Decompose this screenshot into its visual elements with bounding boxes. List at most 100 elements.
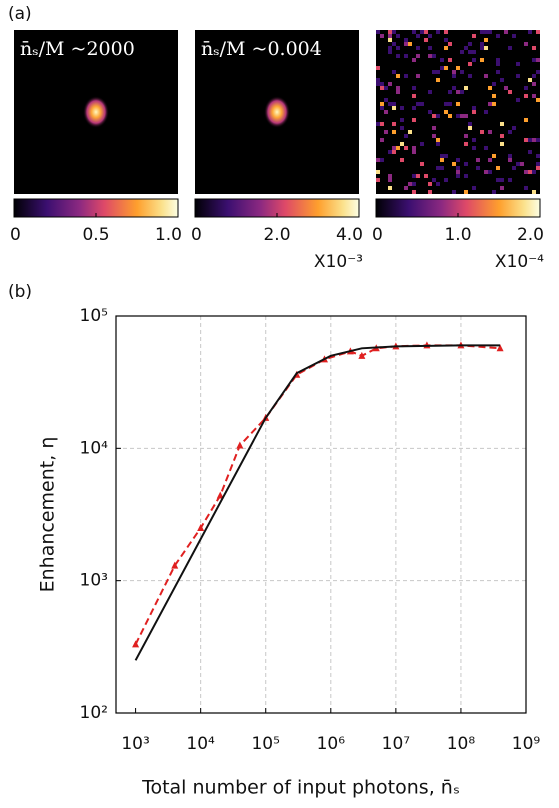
x-tick-label: 10⁸: [447, 734, 476, 754]
speckle-pixel: [424, 174, 428, 178]
speckle-pixel: [436, 142, 440, 146]
speckle-pixel: [508, 130, 512, 134]
speckle-pixel: [380, 82, 384, 86]
speckle-pixel: [444, 38, 448, 42]
speckle-pixel: [396, 74, 400, 78]
x-tick-label: 10⁶: [317, 734, 346, 754]
speckle-pixel: [392, 30, 396, 34]
speckle-pixel: [492, 102, 496, 106]
speckle-pixel: [468, 42, 472, 46]
speckle-pixel: [424, 38, 428, 42]
speckle-pixel: [472, 146, 476, 150]
speckle-pixel: [496, 58, 500, 62]
speckle-pixel: [404, 38, 408, 42]
speckle-pixel: [444, 154, 448, 158]
marker: [216, 491, 224, 499]
speckle-pixel: [488, 170, 492, 174]
speckle-pixel: [452, 190, 456, 194]
speckle-pixel: [388, 150, 392, 154]
speckle-pixel: [496, 62, 500, 66]
speckle-pixel: [528, 78, 532, 82]
speckle-pixel: [388, 82, 392, 86]
plot-frame: [115, 315, 527, 714]
x-tick-label: 10³: [121, 734, 149, 754]
colorbar-tick-label: 0.5: [82, 225, 109, 245]
speckle-pixel: [492, 154, 496, 158]
speckle-pixel: [492, 82, 496, 86]
speckle-pixel: [428, 46, 432, 50]
speckle-pixel: [476, 166, 480, 170]
speckle-pixel: [376, 78, 380, 82]
speckle-pixel: [480, 130, 484, 134]
speckle-pixel: [456, 158, 460, 162]
speckle-pixel: [500, 142, 504, 146]
speckle-pixel: [516, 98, 520, 102]
marker: [197, 524, 205, 532]
x-tick-label: 10⁹: [512, 734, 541, 754]
speckle-pixel: [532, 46, 536, 50]
colorbar-tick-label: 4.0: [336, 225, 363, 245]
speckle-pixel: [464, 162, 468, 166]
speckle-pixel: [416, 34, 420, 38]
speckle-pixel: [484, 146, 488, 150]
speckle-pixel: [532, 58, 536, 62]
speckle-pixel: [404, 74, 408, 78]
speckle-pixel: [536, 70, 540, 74]
speckle-pixel: [532, 94, 536, 98]
speckle-pixel: [420, 102, 424, 106]
speckle-pixel: [488, 86, 492, 90]
image-title: n̄ₛ/M ~2000: [20, 38, 135, 60]
speckle-pixel: [524, 42, 528, 46]
speckle-pixel: [432, 178, 436, 182]
speckle-pixel: [512, 166, 516, 170]
speckle-pixel: [512, 126, 516, 130]
speckle-pixel: [432, 54, 436, 58]
image-title: n̄ₛ/M ~0.004: [201, 38, 322, 60]
speckle-pixel: [376, 178, 380, 182]
speckle-pixel: [380, 158, 384, 162]
speckle-pixel: [500, 134, 504, 138]
speckle-pixel: [412, 118, 416, 122]
speckle-pixel: [528, 138, 532, 142]
speckle-pixel: [468, 122, 472, 126]
speckle-pixel: [388, 34, 392, 38]
colorbar-scale: X10⁻³: [314, 252, 363, 272]
speckle-pixel: [484, 30, 488, 34]
speckle-pixel: [472, 34, 476, 38]
speckle-pixel: [392, 122, 396, 126]
speckle-pixel: [396, 54, 400, 58]
speckle-pixel: [496, 178, 500, 182]
speckle-pixel: [480, 46, 484, 50]
speckle-pixel: [504, 30, 508, 34]
speckle-pixel: [452, 74, 456, 78]
speckle-pixel: [380, 34, 384, 38]
speckle-pixel: [436, 114, 440, 118]
speckle-pixel: [396, 146, 400, 150]
speckle-pixel: [460, 114, 464, 118]
speckle-pixel: [532, 82, 536, 86]
speckle-pixel: [464, 190, 468, 194]
speckle-pixel: [508, 154, 512, 158]
speckle-pixel: [420, 30, 424, 34]
speckle-pixel: [484, 46, 488, 50]
speckle-pixel: [388, 50, 392, 54]
speckle-pixel: [388, 186, 392, 190]
marker: [132, 640, 140, 648]
speckle-pixel: [432, 126, 436, 130]
colorbar-tick-label: 1.0: [444, 225, 471, 245]
speckle-pixel: [456, 170, 460, 174]
speckle-pixel: [500, 178, 504, 182]
speckle-pixel: [436, 30, 440, 34]
speckle-pixel: [400, 142, 404, 146]
speckle-pixel: [404, 146, 408, 150]
speckle-pixel: [384, 86, 388, 90]
speckle-pixel: [472, 110, 476, 114]
speckle-pixel: [452, 70, 456, 74]
speckle-pixel: [460, 70, 464, 74]
spot: [83, 96, 109, 128]
speckle-pixel: [404, 42, 408, 46]
speckle-pixel: [376, 30, 380, 34]
speckle-pixel: [484, 110, 488, 114]
speckle-pixel: [456, 114, 460, 118]
speckle-pixel: [436, 70, 440, 74]
